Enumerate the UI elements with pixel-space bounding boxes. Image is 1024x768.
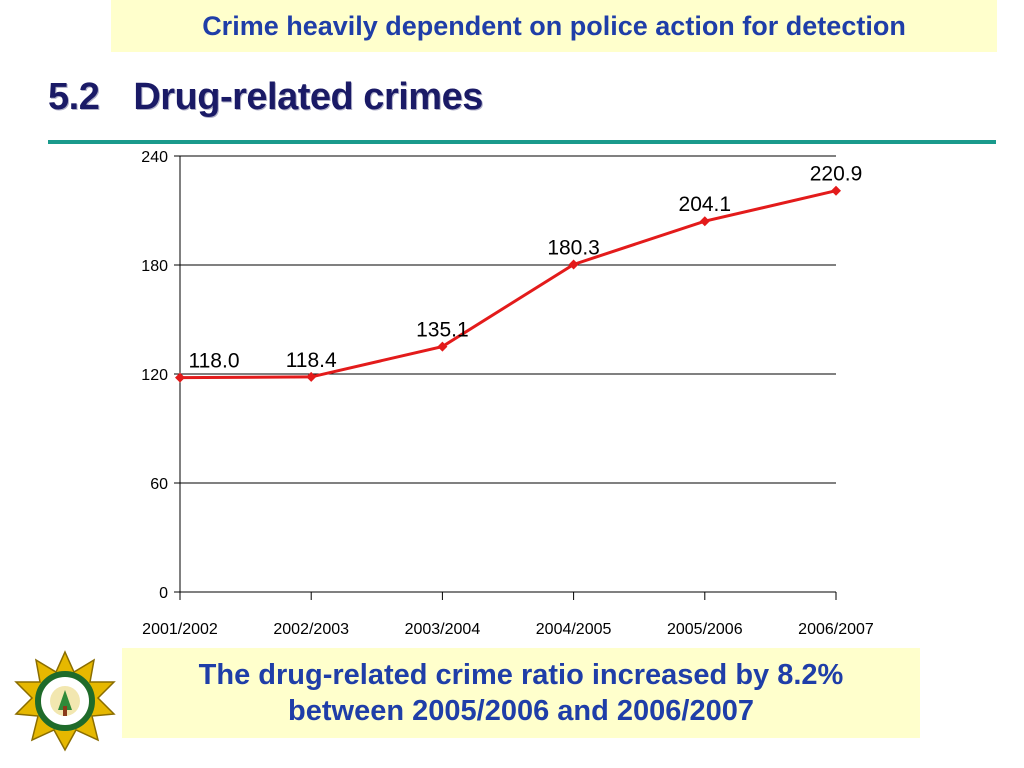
data-point (831, 185, 841, 196)
y-tick-label: 120 (141, 367, 168, 384)
x-tick-label: 2005/2006 (667, 621, 743, 638)
section-number: 5.2 (48, 76, 100, 118)
summary-line-1: The drug-related crime ratio increased b… (198, 659, 844, 691)
banner-text: Crime heavily dependent on police action… (202, 10, 906, 41)
x-tick-label: 2003/2004 (405, 621, 481, 638)
series-line (179, 189, 837, 380)
top-banner: Crime heavily dependent on police action… (111, 0, 997, 52)
y-tick-label: 180 (141, 258, 168, 275)
y-tick-label: 60 (150, 476, 168, 493)
data-label: 118.0 (189, 350, 240, 373)
summary-line-2: between 2005/2006 and 2006/2007 (288, 695, 754, 727)
slide-title: 5.2 Drug-related crimes (48, 76, 483, 119)
police-star-badge-icon (14, 650, 116, 752)
x-tick-label: 2006/2007 (798, 621, 874, 638)
summary-banner: The drug-related crime ratio increased b… (122, 648, 920, 738)
data-label: 180.3 (547, 236, 600, 259)
data-point (699, 216, 710, 227)
data-label: 135.1 (416, 319, 469, 342)
x-tick-label: 2001/2002 (142, 621, 218, 638)
y-tick-label: 240 (141, 149, 168, 166)
data-label: 204.1 (679, 193, 732, 216)
data-label: 220.9 (810, 163, 863, 186)
section-title: Drug-related crimes (133, 76, 483, 118)
y-tick-label: 0 (159, 585, 168, 602)
data-point (437, 341, 448, 352)
line-chart: 0 60 120 180 240 2001/2002 2002/2003 2003/2004 2… (141, 149, 874, 638)
x-tick-label: 2004/2005 (536, 621, 612, 638)
title-divider (48, 140, 996, 144)
data-point (175, 372, 185, 383)
data-point (306, 371, 317, 382)
x-tick-label: 2002/2003 (273, 621, 349, 638)
data-label: 118.4 (286, 349, 337, 372)
data-point (568, 259, 579, 270)
